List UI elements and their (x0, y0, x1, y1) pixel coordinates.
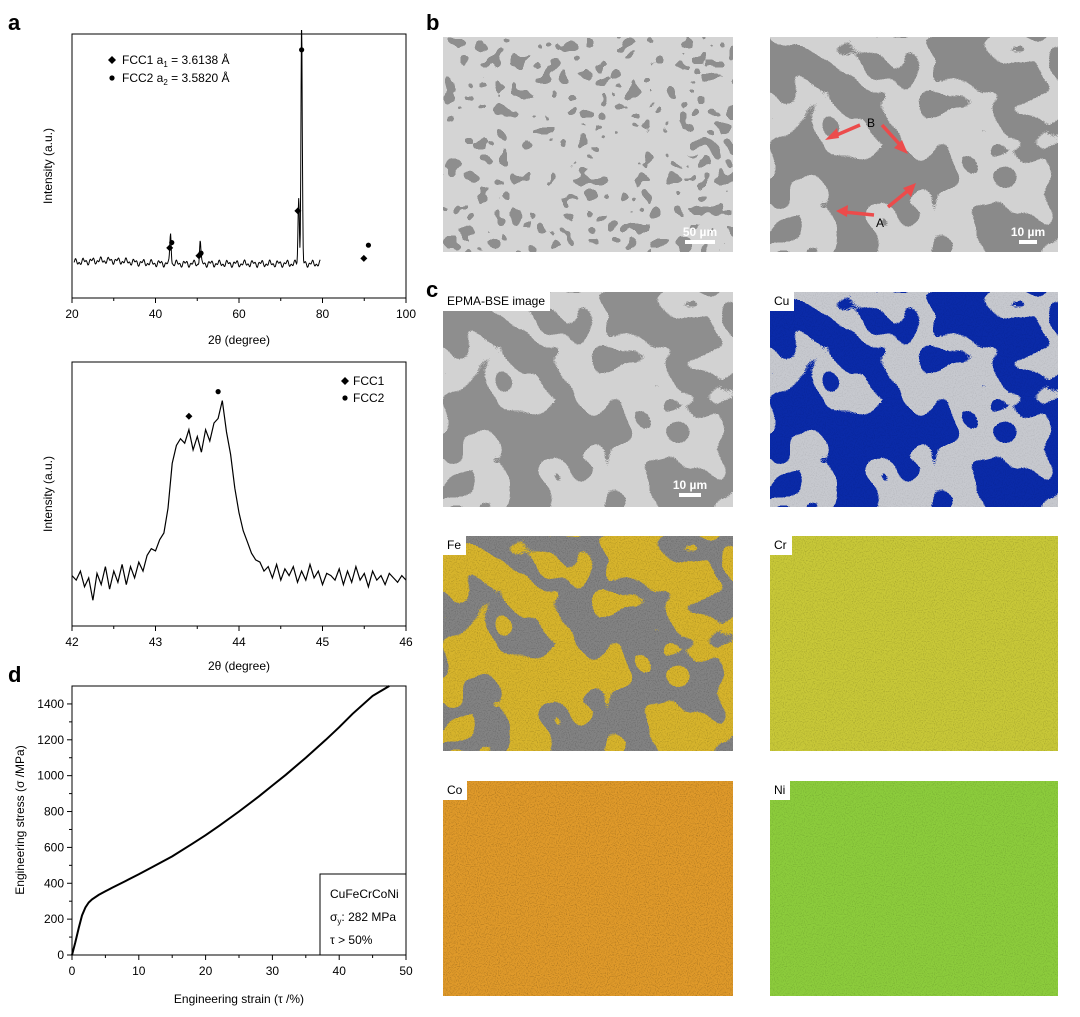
y-tick-label: 1000 (37, 769, 64, 783)
x-tick-label: 40 (333, 964, 347, 978)
stress-strain-series-line (71, 685, 390, 956)
xrd-full-chart: 20 40 60 80 100 2θ (degree) Intensity (a.u.)… (41, 30, 416, 347)
peak-marker-fcc1 (166, 244, 174, 252)
peak-marker-fcc1 (185, 412, 193, 420)
epma-map-cr: Cr (770, 536, 1058, 751)
peak-marker-fcc2 (215, 389, 221, 395)
xrd-full-xlabel: 2θ (degree) (208, 333, 270, 347)
panel-label-b: b (426, 10, 440, 35)
peak-marker-fcc1 (294, 207, 302, 215)
annotation-yield: σy: 282 MPa (330, 910, 396, 926)
x-tick-label: 10 (132, 964, 146, 978)
x-tick-label: 20 (65, 307, 79, 321)
map-label: Co (443, 781, 468, 800)
xrd-zoom-xlabel: 2θ (degree) (208, 659, 270, 673)
stress-strain-chart: 0 10 20 30 40 50 0 200 400 600 800 1000 1200 1400 Eng… (13, 685, 413, 1006)
legend-diamond-icon (108, 56, 116, 64)
map-label: EPMA-BSE image (443, 292, 551, 311)
y-tick-label: 800 (44, 805, 64, 819)
x-tick-label: 30 (266, 964, 280, 978)
phase-arrows (825, 123, 916, 217)
epma-bse-image: EPMA-BSE image 10 µm (443, 292, 733, 507)
xrd-full-series-line (73, 30, 321, 269)
peak-marker-fcc2 (365, 242, 372, 248)
scale-bar: 10 µm (1004, 225, 1052, 244)
epma-map-co: Co (443, 781, 733, 996)
x-tick-label: 40 (149, 307, 163, 321)
xrd-full-ylabel: Intensity (a.u.) (41, 128, 55, 204)
stress-strain-ylabel: Engineering stress (σ /MPa) (13, 745, 27, 894)
peak-marker-fcc2 (169, 239, 175, 246)
peak-marker-fcc2 (299, 47, 305, 53)
svg-text:FCC2 a2 = 3.5820 Å: FCC2 a2 = 3.5820 Å (122, 70, 230, 87)
sem-image-low-mag: 50 µm (443, 37, 733, 252)
map-label: Cu (770, 292, 795, 311)
x-tick-label: 45 (316, 635, 330, 649)
annotation-elongation: τ > 50% (330, 933, 373, 947)
peak-marker-fcc2 (198, 250, 204, 256)
x-tick-label: 100 (396, 307, 416, 321)
label-A: A (876, 216, 884, 230)
x-tick-label: 43 (149, 635, 163, 649)
x-tick-label: 0 (69, 964, 76, 978)
y-tick-label: 400 (44, 876, 64, 890)
svg-text:FCC1 a1 = 3.6138 Å: FCC1 a1 = 3.6138 Å (122, 52, 230, 69)
x-tick-label: 20 (199, 964, 213, 978)
xrd-full-legend: FCC1 a1 = 3.6138 Å FCC2 a2 = 3.5820 Å (108, 52, 230, 87)
y-tick-label: 0 (57, 948, 64, 962)
epma-map-ni: Ni (770, 781, 1058, 996)
x-tick-label: 60 (232, 307, 246, 321)
y-tick-label: 200 (44, 912, 64, 926)
x-tick-label: 50 (399, 964, 413, 978)
legend-circle-icon (342, 395, 348, 401)
x-tick-label: 44 (232, 635, 246, 649)
panel-label-a: a (8, 10, 21, 35)
map-label: Fe (443, 536, 467, 555)
epma-map-cu: Cu (770, 292, 1058, 507)
panel-label-c: c (426, 277, 439, 302)
scale-bar: 50 µm (675, 225, 725, 244)
xrd-zoom-chart: 42 43 44 45 46 2θ (degree) Intensity (a.u.) … (41, 361, 413, 673)
y-tick-label: 1400 (37, 697, 64, 711)
legend-diamond-icon (341, 377, 349, 385)
xrd-zoom-series-line (71, 400, 407, 601)
label-B: B (867, 116, 875, 130)
y-tick-label: 600 (44, 840, 64, 854)
xrd-zoom-ylabel: Intensity (a.u.) (41, 456, 55, 532)
svg-text:FCC1: FCC1 (353, 374, 385, 388)
peak-marker-fcc1 (360, 254, 368, 262)
scale-bar: 10 µm (667, 478, 713, 497)
x-tick-label: 42 (65, 635, 79, 649)
epma-map-fe: Fe (443, 536, 733, 751)
annotation-material: CuFeCrCoNi (330, 887, 399, 901)
legend-circle-icon (109, 75, 115, 81)
stress-strain-xlabel: Engineering strain (τ /%) (174, 992, 304, 1006)
sem-image-high-mag: B A 10 µm (770, 37, 1058, 252)
y-tick-label: 1200 (37, 733, 64, 747)
x-tick-label: 80 (316, 307, 330, 321)
map-label: Ni (770, 781, 791, 800)
x-tick-label: 46 (399, 635, 413, 649)
xrd-zoom-legend: FCC1 FCC2 (341, 374, 385, 405)
stress-strain-annotation: CuFeCrCoNi σy: 282 MPa τ > 50% (319, 873, 407, 956)
map-label: Cr (770, 536, 792, 555)
svg-text:FCC2: FCC2 (353, 391, 385, 405)
panel-label-d: d (8, 662, 22, 687)
